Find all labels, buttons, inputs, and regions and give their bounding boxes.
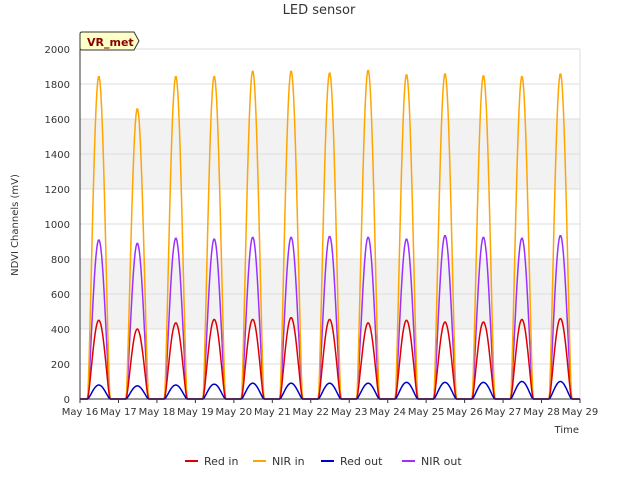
x-tick-label: May 21 bbox=[254, 407, 291, 418]
chart-title: LED sensor bbox=[283, 3, 356, 18]
band bbox=[80, 294, 580, 329]
x-tick-label: May 28 bbox=[523, 407, 560, 418]
y-tick-label: 200 bbox=[51, 360, 70, 371]
y-axis-label: NDVI Channels (mV) bbox=[10, 174, 21, 276]
x-tick-label: May 16 bbox=[62, 407, 99, 418]
y-tick-label: 800 bbox=[51, 255, 70, 266]
legend-label: Red out bbox=[340, 455, 383, 468]
x-tick-label: May 24 bbox=[369, 407, 406, 418]
band bbox=[80, 224, 580, 259]
band bbox=[80, 259, 580, 294]
y-tick-label: 1600 bbox=[45, 115, 70, 126]
x-tick-labels: May 16 May 17 May 18 May 19 May 20 May 21 May … bbox=[62, 407, 599, 418]
y-tick-label: 1800 bbox=[45, 80, 70, 91]
x-tick-label: May 29 bbox=[562, 407, 599, 418]
band bbox=[80, 364, 580, 399]
x-tick-label: May 26 bbox=[446, 407, 483, 418]
x-tick-label: May 20 bbox=[216, 407, 253, 418]
legend-item: NIR in bbox=[253, 455, 305, 468]
y-tick-label: 600 bbox=[51, 290, 70, 301]
legend-item: NIR out bbox=[402, 455, 462, 468]
legend: Red in NIR in Red out NIR out bbox=[185, 455, 462, 468]
x-tick-label: May 17 bbox=[100, 407, 137, 418]
y-tick-label: 1000 bbox=[45, 220, 70, 231]
y-tick-label: 1400 bbox=[45, 150, 70, 161]
station-badge: VR_met bbox=[79, 31, 140, 51]
band bbox=[80, 329, 580, 364]
x-tick-label: May 22 bbox=[292, 407, 329, 418]
legend-label: Red in bbox=[204, 455, 238, 468]
x-tick-label: May 19 bbox=[177, 407, 214, 418]
band bbox=[80, 189, 580, 224]
x-tick-label: May 18 bbox=[139, 407, 176, 418]
y-tick-label: 400 bbox=[51, 325, 70, 336]
x-axis-label: Time bbox=[554, 425, 579, 436]
axes bbox=[79, 49, 581, 403]
legend-item: Red in bbox=[185, 455, 238, 468]
y-tick-label: 2000 bbox=[45, 45, 70, 56]
band bbox=[80, 84, 580, 119]
band bbox=[80, 154, 580, 189]
x-tick-label: May 25 bbox=[408, 407, 445, 418]
band bbox=[80, 49, 580, 84]
badge-shape bbox=[79, 31, 140, 51]
y-tick-label: 1200 bbox=[45, 185, 70, 196]
x-tick-label: May 27 bbox=[485, 407, 522, 418]
band bbox=[80, 119, 580, 154]
legend-label: NIR out bbox=[421, 455, 462, 468]
legend-item: Red out bbox=[321, 455, 383, 468]
badge-label: VR_met bbox=[87, 36, 134, 49]
x-tick-label: May 23 bbox=[331, 407, 368, 418]
y-tick-label: 0 bbox=[64, 395, 70, 406]
y-tick-labels: 0 200 400 600 800 1000 1200 1400 1600 1800 2000 bbox=[45, 45, 70, 406]
legend-label: NIR in bbox=[272, 455, 305, 468]
